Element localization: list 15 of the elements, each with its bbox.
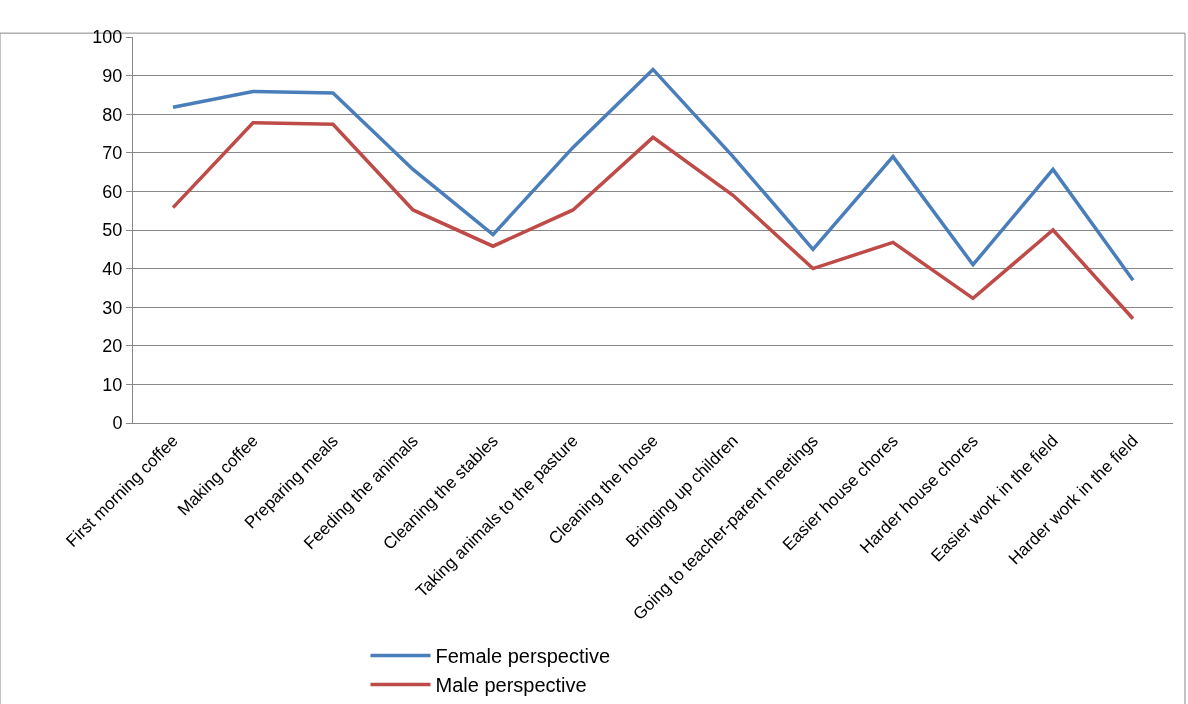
y-tick-label: 100 [92,27,123,48]
y-tick-label: 50 [102,220,123,241]
y-tick-label: 30 [102,297,123,318]
line-series [171,120,1135,321]
legend-label: Female perspective [435,645,611,668]
y-tick-label: 80 [102,104,123,125]
y-tick-label: 60 [102,181,123,202]
legend-label: Male perspective [435,674,587,697]
line-series [171,67,1135,282]
y-tick-label: 0 [112,413,123,434]
y-tick-label: 40 [102,258,123,279]
y-tick-label: 20 [102,336,123,357]
y-tick-label: 70 [102,143,123,164]
y-tick-label: 90 [102,65,123,86]
y-tick-label: 10 [102,374,123,395]
